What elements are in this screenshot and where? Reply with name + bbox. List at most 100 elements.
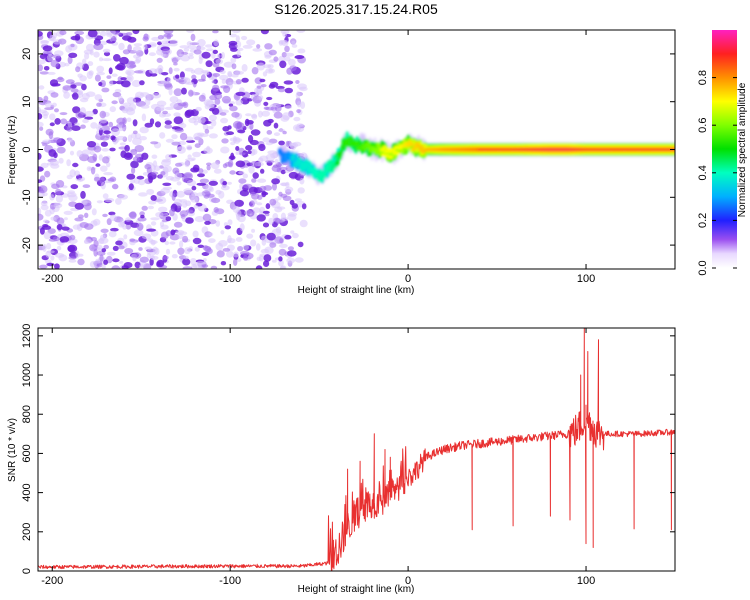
noise-speckle [192, 230, 199, 238]
noise-speckle [95, 258, 101, 264]
noise-speckle [210, 119, 217, 127]
noise-speckle [271, 178, 280, 185]
spectrogram-xtick-label: -100 [219, 273, 241, 285]
noise-speckle [186, 81, 195, 85]
noise-speckle [100, 228, 109, 233]
noise-speckle [269, 242, 277, 248]
noise-speckle [261, 191, 269, 196]
noise-speckle [242, 244, 249, 251]
noise-speckle [242, 183, 253, 189]
noise-speckle [59, 236, 70, 243]
noise-speckle [190, 196, 198, 203]
noise-speckle [262, 222, 270, 228]
noise-speckle [101, 58, 112, 62]
noise-speckle [291, 40, 296, 45]
noise-speckle [112, 258, 120, 263]
noise-speckle [190, 70, 196, 74]
noise-speckle [280, 212, 286, 221]
noise-speckle [135, 56, 142, 63]
noise-speckle [265, 141, 273, 146]
noise-speckle [132, 30, 140, 35]
noise-speckle [159, 132, 166, 139]
noise-speckle [177, 247, 185, 255]
noise-speckle [96, 126, 104, 131]
noise-speckle [281, 51, 287, 58]
noise-speckle [251, 178, 257, 183]
noise-speckle [157, 35, 164, 40]
noise-speckle [154, 121, 162, 128]
noise-speckle [175, 74, 180, 79]
noise-speckle [77, 73, 83, 78]
noise-speckle [227, 235, 232, 243]
colorbar-tick-label: 0.4 [697, 165, 709, 180]
noise-speckle [42, 139, 52, 143]
spectrogram-x-axis-label: Height of straight line (km) [298, 285, 415, 296]
spectrogram-y-ticks: -20 -10 0 10 20 [21, 48, 675, 253]
noise-speckle [126, 173, 136, 180]
noise-speckle [75, 111, 84, 119]
noise-speckle [280, 169, 286, 175]
noise-speckle [222, 181, 227, 186]
noise-speckle [99, 57, 103, 62]
noise-speckle [130, 179, 136, 184]
noise-speckle [101, 148, 110, 152]
noise-speckle [249, 211, 258, 220]
noise-speckle [126, 76, 132, 81]
noise-speckle [271, 259, 277, 263]
noise-speckle [173, 221, 183, 228]
noise-speckle [238, 178, 247, 184]
noise-speckle [86, 71, 93, 79]
noise-speckle [90, 122, 98, 129]
noise-speckle [71, 125, 81, 131]
noise-speckle [43, 66, 50, 71]
track-core [399, 148, 405, 154]
noise-speckle [111, 73, 118, 77]
noise-speckle [165, 138, 174, 143]
noise-speckle [226, 181, 232, 185]
track-core [366, 140, 371, 147]
track-core [384, 154, 390, 158]
noise-speckle [267, 64, 274, 69]
noise-speckle [150, 221, 157, 226]
noise-speckle [43, 231, 51, 240]
noise-speckle [56, 245, 62, 251]
noise-speckle [176, 56, 182, 61]
noise-speckle [38, 85, 45, 90]
noise-speckle [115, 240, 123, 246]
noise-speckle [118, 194, 128, 200]
noise-speckle [138, 192, 148, 197]
spectrogram-x-ticks: -200 -100 0 100 [41, 30, 595, 285]
noise-speckle [141, 233, 152, 240]
noise-speckle [134, 70, 144, 74]
noise-speckle [136, 175, 145, 180]
noise-speckle [199, 178, 210, 184]
noise-speckle [186, 144, 193, 151]
noise-speckle [197, 173, 205, 178]
noise-speckle [261, 110, 271, 117]
noise-speckle [118, 95, 123, 102]
noise-speckle [198, 56, 203, 65]
noise-speckle [280, 265, 287, 269]
noise-speckle [227, 160, 234, 168]
noise-speckle [181, 87, 187, 95]
spectrogram-ytick-label: -20 [21, 237, 33, 253]
noise-speckle [235, 146, 240, 151]
noise-speckle [287, 250, 297, 257]
noise-speckle [250, 161, 259, 168]
noise-speckle [220, 230, 225, 235]
noise-speckle [59, 30, 67, 36]
noise-speckle [274, 158, 279, 165]
noise-speckle [185, 209, 194, 213]
track-core [337, 154, 342, 160]
noise-speckle [278, 39, 287, 45]
noise-speckle [100, 165, 108, 172]
noise-speckle [277, 88, 286, 93]
noise-speckle [250, 129, 261, 136]
noise-speckle [89, 260, 97, 268]
noise-speckle [246, 39, 256, 46]
noise-speckle [42, 224, 49, 228]
noise-speckle [67, 244, 78, 253]
noise-speckle [192, 164, 200, 172]
noise-speckle [212, 84, 220, 92]
